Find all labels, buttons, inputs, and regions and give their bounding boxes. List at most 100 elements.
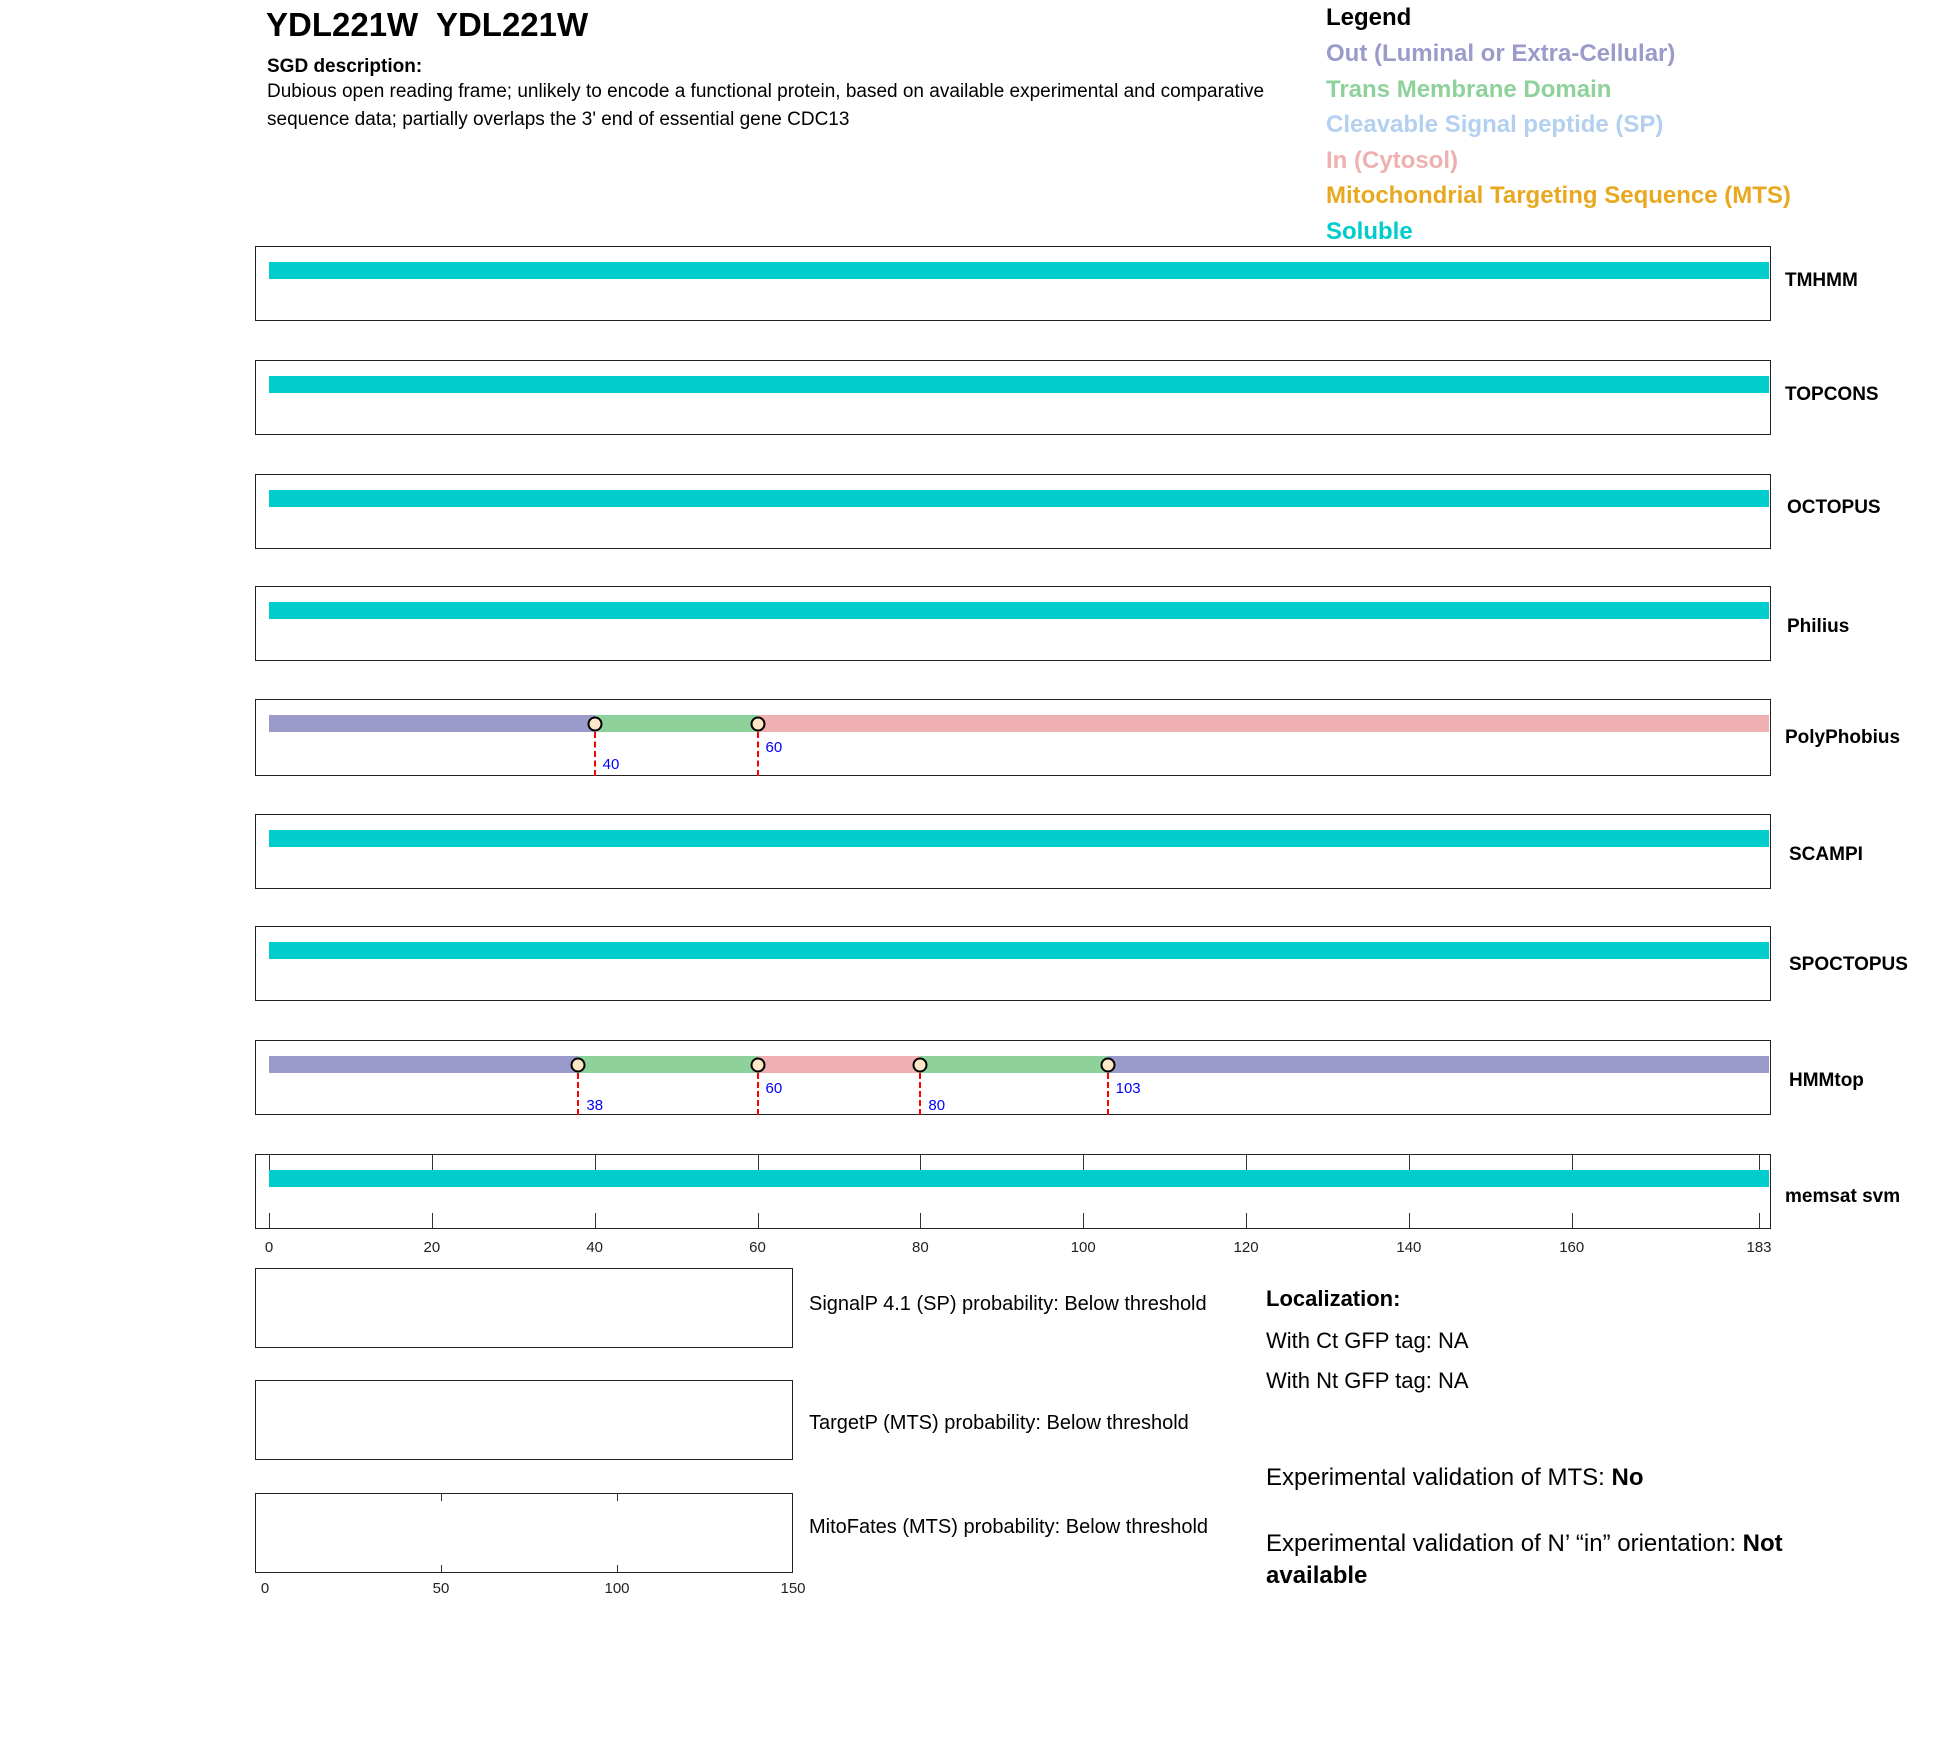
predictor-label: TMHMM — [1785, 270, 1858, 291]
panel-memsat-svm — [255, 1154, 1771, 1229]
boundary-marker — [570, 1057, 586, 1072]
boundary-marker — [912, 1057, 928, 1072]
panel-topcons — [255, 360, 1771, 435]
signal-tick-label: 50 — [432, 1580, 450, 1597]
axis-tick-label: 160 — [1559, 1239, 1585, 1256]
description-text: Dubious open reading frame; unlikely to … — [267, 81, 1265, 130]
axis-tick-bottom — [1408, 1213, 1410, 1229]
axis-tick-label: 183 — [1746, 1239, 1772, 1256]
panel-polyphobius — [255, 699, 1771, 776]
axis-tick-bottom — [1083, 1213, 1085, 1229]
localization-ct: With Ct GFP tag: NA — [1266, 1328, 1469, 1353]
segment-soluble — [269, 830, 1769, 847]
axis-tick-top — [1083, 1154, 1085, 1170]
segment-tm — [578, 1056, 758, 1073]
signal-tick-bottom — [617, 1565, 618, 1573]
predictor-label: Philius — [1787, 616, 1850, 637]
panel-hmmtop — [255, 1040, 1771, 1115]
legend-item-out: Out (Luminal or Extra-Cellular) — [1326, 40, 1676, 67]
signal-box — [255, 1380, 793, 1460]
legend-heading: Legend — [1326, 4, 1412, 31]
axis-tick-label: 60 — [749, 1239, 766, 1256]
axis-tick-bottom — [1246, 1213, 1248, 1229]
boundary-label: 60 — [765, 1080, 783, 1097]
axis-tick-label: 100 — [1070, 1239, 1096, 1256]
panel-tmhmm — [255, 246, 1771, 321]
predictor-label: TOPCONS — [1785, 384, 1879, 405]
segment-tm — [920, 1056, 1108, 1073]
legend-item-mts: Mitochondrial Targeting Sequence (MTS) — [1326, 182, 1791, 209]
panel-scampi — [255, 814, 1771, 889]
boundary-label: 80 — [928, 1097, 946, 1114]
axis-tick-label: 120 — [1233, 1239, 1259, 1256]
segment-soluble — [269, 376, 1769, 393]
signal-box — [255, 1493, 793, 1573]
axis-tick-label: 20 — [423, 1239, 441, 1256]
boundary-label: 38 — [586, 1097, 604, 1114]
boundary-line — [1106, 1073, 1109, 1115]
mts-validation-value: No — [1611, 1464, 1644, 1491]
legend-item-in: In (Cytosol) — [1326, 146, 1458, 174]
boundary-line — [593, 732, 596, 776]
boundary-label: 60 — [765, 739, 783, 756]
signal-text: MitoFates (MTS) probability: Below thres… — [809, 1516, 1209, 1538]
predictor-label: SCAMPI — [1789, 844, 1863, 865]
signal-tick-top — [617, 1493, 618, 1501]
signal-text: TargetP (MTS) probability: Below thresho… — [809, 1412, 1189, 1434]
axis-tick-top — [1246, 1154, 1248, 1170]
axis-tick-top — [1759, 1154, 1760, 1170]
legend-item-sp: Cleavable Signal peptide (SP) — [1326, 111, 1664, 138]
mts-validation-label: Experimental validation of MTS: — [1266, 1464, 1612, 1491]
axis-tick-top — [1408, 1154, 1410, 1170]
predictor-label: memsat svm — [1785, 1186, 1901, 1207]
boundary-marker — [750, 716, 766, 731]
signal-text: SignalP 4.1 (SP) probability: Below thre… — [809, 1293, 1207, 1315]
localization-nt: With Nt GFP tag: NA — [1266, 1368, 1469, 1393]
axis-tick-top — [269, 1154, 270, 1170]
axis-tick-top — [757, 1154, 759, 1170]
orientation-validation-value: Not available — [1266, 1530, 1783, 1589]
axis-tick-bottom — [1571, 1213, 1573, 1229]
signal-tick-bottom — [441, 1565, 442, 1573]
segment-tm — [594, 715, 758, 732]
predictor-label: HMMtop — [1789, 1070, 1864, 1091]
axis-tick-bottom — [920, 1213, 922, 1229]
boundary-line — [577, 1073, 580, 1115]
segment-out — [269, 715, 595, 732]
boundary-line — [919, 1073, 922, 1115]
orientation-validation-label: Experimental validation of N’ “in” orien… — [1266, 1530, 1743, 1557]
boundary-marker — [1100, 1057, 1116, 1072]
signal-tick-label: 0 — [260, 1580, 270, 1597]
panel-octopus — [255, 474, 1771, 549]
segment-soluble — [269, 1170, 1769, 1187]
orientation-validation: Experimental validation of N’ “in” orien… — [1266, 1528, 1886, 1592]
axis-tick-bottom — [269, 1213, 270, 1229]
axis-tick-label: 140 — [1396, 1239, 1422, 1256]
boundary-line — [756, 1073, 759, 1115]
axis-tick-top — [920, 1154, 922, 1170]
axis-tick-bottom — [757, 1213, 759, 1229]
signal-tick-top — [441, 1493, 442, 1501]
axis-tick-label: 40 — [586, 1239, 604, 1256]
segment-out — [269, 1056, 579, 1073]
page-title: YDL221W YDL221W — [266, 6, 589, 43]
boundary-line — [756, 732, 759, 776]
boundary-marker — [750, 1057, 766, 1072]
signal-tick-label: 100 — [604, 1580, 630, 1597]
axis-tick-bottom — [1759, 1213, 1760, 1229]
axis-tick-bottom — [594, 1213, 596, 1229]
predictor-label: SPOCTOPUS — [1789, 954, 1908, 975]
axis-tick-top — [594, 1154, 596, 1170]
segment-out — [1107, 1056, 1769, 1073]
legend-item-tm: Trans Membrane Domain — [1326, 75, 1612, 103]
mts-validation: Experimental validation of MTS: No — [1266, 1462, 1886, 1494]
segment-soluble — [269, 262, 1769, 279]
description-heading: SGD description: — [267, 56, 423, 77]
axis-tick-top — [1571, 1154, 1573, 1170]
panel-philius — [255, 586, 1771, 661]
predictor-label: PolyPhobius — [1785, 727, 1901, 748]
axis-tick-label: 80 — [912, 1239, 929, 1256]
signal-tick-label: 150 — [780, 1580, 806, 1597]
legend-item-soluble: Soluble — [1326, 217, 1413, 245]
axis-tick-top — [431, 1154, 433, 1170]
